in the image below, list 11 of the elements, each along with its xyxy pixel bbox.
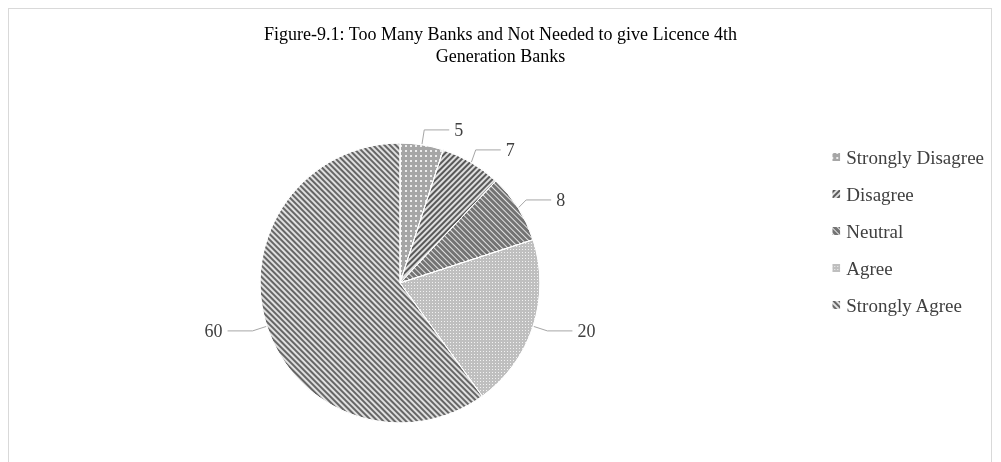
legend-label: Neutral — [846, 220, 904, 242]
data-label: 60 — [204, 320, 223, 341]
data-label: 20 — [577, 320, 596, 341]
data-label: 8 — [556, 189, 566, 210]
legend-label: Agree — [846, 257, 893, 279]
legend-label: Disagree — [846, 183, 914, 205]
chart-title: Figure-9.1: Too Many Banks and Not Needed to give Licence 4th Generation Banks — [264, 24, 737, 66]
legend-label: Strongly Agree — [846, 294, 962, 316]
data-label: 5 — [454, 119, 464, 140]
data-label: 7 — [505, 139, 515, 160]
legend-label: Strongly Disagree — [846, 146, 985, 168]
